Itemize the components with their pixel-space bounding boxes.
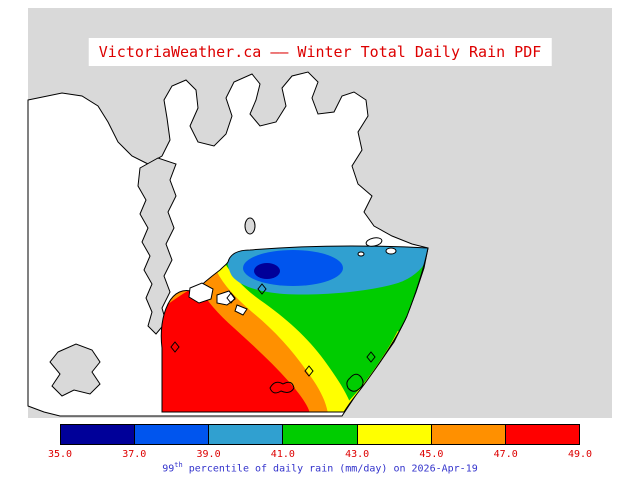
island-outline [269, 381, 295, 394]
harbour [234, 304, 248, 316]
islet [385, 247, 397, 255]
colorbar-cell [61, 425, 135, 444]
caption-prefix: 99 [162, 463, 175, 475]
island-outline [346, 373, 364, 392]
colorbar-cell [282, 425, 357, 444]
station-marker [304, 365, 314, 377]
islet [357, 251, 365, 257]
station-marker [226, 292, 236, 304]
colorbar-label: 49.0 [567, 449, 593, 460]
page-title: VictoriaWeather.ca —— Winter Total Daily… [88, 38, 552, 66]
station-marker [170, 341, 180, 353]
colorbar-label: 35.0 [47, 449, 73, 460]
harbour [216, 290, 236, 306]
colorbar-label: 45.0 [419, 449, 444, 460]
colorbar-label: 41.0 [270, 449, 295, 460]
colorbar-cell [430, 425, 505, 444]
contour-navy [254, 263, 280, 279]
colorbar-cell [134, 425, 209, 444]
station-marker [366, 351, 376, 363]
colorbar-cell [504, 425, 579, 444]
caption: 99th percentile of daily rain (mm/day) o… [0, 461, 640, 474]
basin [49, 343, 101, 397]
colorbar-label: 37.0 [122, 449, 147, 460]
harbour [188, 282, 214, 304]
lake [244, 217, 256, 235]
colorbar-cell [356, 425, 431, 444]
colorbar [60, 424, 580, 445]
colorbar-label: 39.0 [196, 449, 221, 460]
islet [365, 237, 383, 247]
colorbar-label: 47.0 [493, 449, 518, 460]
caption-rest: percentile of daily rain (mm/day) on 202… [182, 463, 478, 475]
colorbar-label: 43.0 [345, 449, 370, 460]
colorbar-labels: 35.0 37.0 39.0 41.0 43.0 45.0 47.0 49.0 [48, 449, 592, 461]
contour-red [161, 286, 310, 412]
station-marker [257, 283, 267, 295]
caption-superscript: th [174, 461, 183, 469]
colorbar-cell [208, 425, 283, 444]
map-svg [27, 8, 612, 418]
